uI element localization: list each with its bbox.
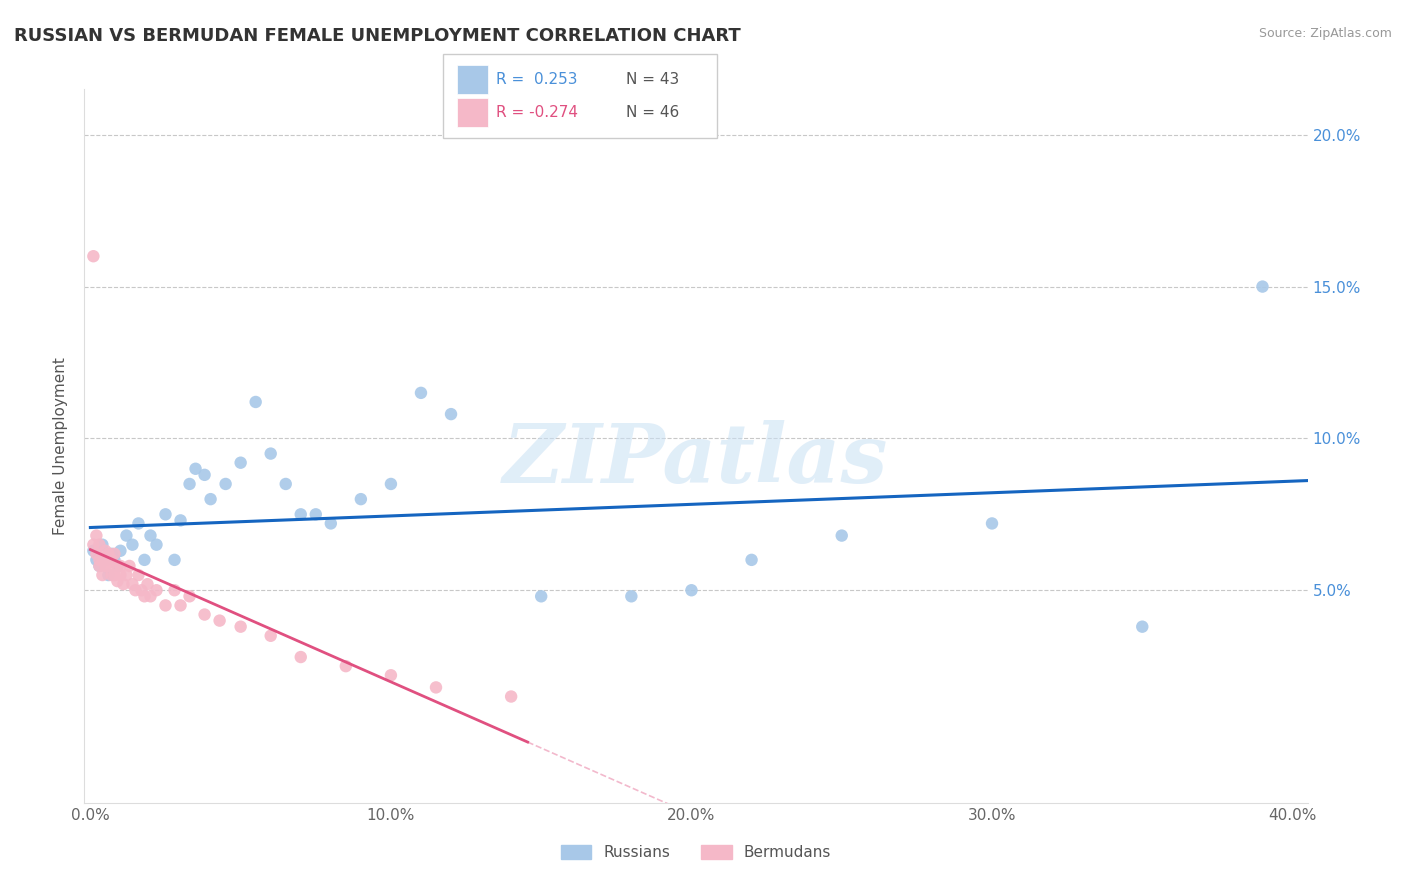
Point	[127, 568, 149, 582]
Point	[82, 249, 104, 263]
Point	[681, 583, 703, 598]
Point	[163, 553, 186, 567]
Text: RUSSIAN VS BERMUDAN FEMALE UNEMPLOYMENT CORRELATION CHART: RUSSIAN VS BERMUDAN FEMALE UNEMPLOYMENT …	[14, 27, 741, 45]
Point	[245, 395, 267, 409]
Point	[620, 590, 643, 604]
Point	[184, 462, 207, 476]
Point	[169, 599, 191, 613]
Point	[100, 553, 122, 567]
Point	[107, 558, 129, 573]
Point	[380, 477, 402, 491]
Point	[86, 528, 108, 542]
Point	[97, 547, 120, 561]
Point	[86, 553, 108, 567]
Point	[134, 590, 156, 604]
Point	[94, 543, 117, 558]
Point	[274, 477, 297, 491]
Point	[831, 528, 853, 542]
Point	[134, 553, 156, 567]
Point	[194, 607, 217, 622]
Point	[86, 547, 108, 561]
Point	[208, 614, 231, 628]
Point	[115, 528, 138, 542]
Point	[110, 543, 132, 558]
Point	[350, 492, 373, 507]
Text: Source: ZipAtlas.com: Source: ZipAtlas.com	[1258, 27, 1392, 40]
Point	[103, 547, 125, 561]
Point	[103, 553, 125, 567]
Text: N = 43: N = 43	[626, 72, 679, 87]
Point	[94, 553, 117, 567]
Point	[229, 620, 252, 634]
Point	[501, 690, 523, 704]
Point	[94, 553, 117, 567]
Point	[290, 508, 312, 522]
Point	[440, 407, 463, 421]
Point	[380, 668, 402, 682]
Point	[110, 568, 132, 582]
Point	[305, 508, 328, 522]
Y-axis label: Female Unemployment: Female Unemployment	[53, 357, 69, 535]
Point	[260, 629, 283, 643]
Point	[139, 590, 162, 604]
Point	[82, 538, 104, 552]
Point	[290, 650, 312, 665]
Point	[107, 574, 129, 588]
Point	[260, 447, 283, 461]
Point	[169, 513, 191, 527]
Point	[145, 538, 167, 552]
Point	[335, 659, 357, 673]
Text: R = -0.274: R = -0.274	[496, 105, 578, 120]
Point	[194, 467, 217, 482]
Point	[89, 553, 111, 567]
Point	[100, 568, 122, 582]
Point	[82, 543, 104, 558]
Point	[127, 516, 149, 531]
Point	[425, 681, 447, 695]
Point	[409, 385, 432, 400]
Point	[1130, 620, 1153, 634]
Point	[1251, 279, 1274, 293]
Point	[89, 558, 111, 573]
Legend: Russians, Bermudans: Russians, Bermudans	[555, 839, 837, 866]
Point	[229, 456, 252, 470]
Point	[115, 568, 138, 582]
Point	[136, 577, 159, 591]
Point	[163, 583, 186, 598]
Point	[121, 538, 143, 552]
Point	[107, 558, 129, 573]
Point	[100, 547, 122, 561]
Point	[89, 558, 111, 573]
Point	[121, 577, 143, 591]
Point	[124, 583, 146, 598]
Point	[91, 568, 114, 582]
Point	[530, 590, 553, 604]
Point	[112, 577, 135, 591]
Point	[319, 516, 342, 531]
Point	[97, 558, 120, 573]
Point	[103, 568, 125, 582]
Point	[91, 553, 114, 567]
Point	[91, 538, 114, 552]
Point	[214, 477, 236, 491]
Point	[139, 528, 162, 542]
Text: R =  0.253: R = 0.253	[496, 72, 578, 87]
Point	[179, 477, 201, 491]
Point	[155, 508, 177, 522]
Point	[97, 568, 120, 582]
Point	[145, 583, 167, 598]
Point	[155, 599, 177, 613]
Point	[131, 583, 153, 598]
Point	[200, 492, 222, 507]
Point	[110, 558, 132, 573]
Point	[94, 558, 117, 573]
Text: N = 46: N = 46	[626, 105, 679, 120]
Point	[981, 516, 1004, 531]
Point	[179, 590, 201, 604]
Text: ZIPatlas: ZIPatlas	[503, 420, 889, 500]
Point	[741, 553, 763, 567]
Point	[118, 558, 141, 573]
Point	[89, 538, 111, 552]
